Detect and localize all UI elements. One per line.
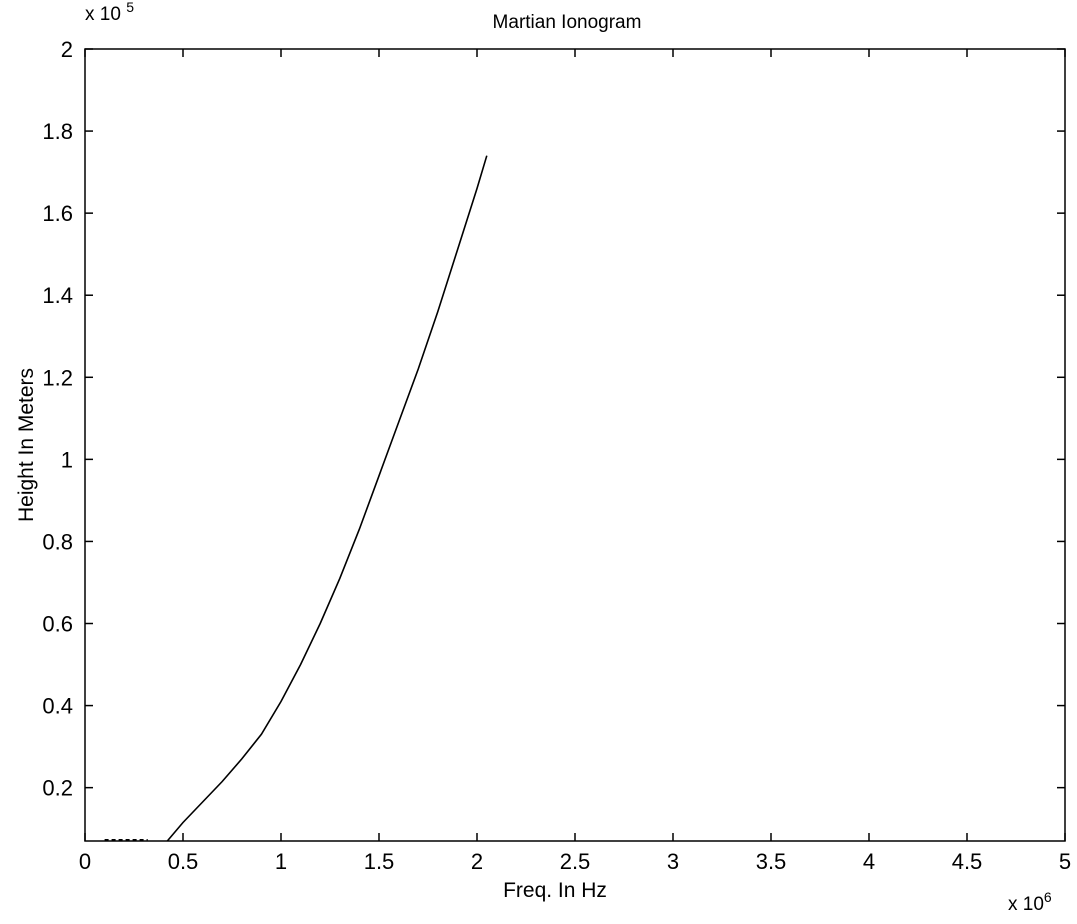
y-tick-label: 0.4 [42,694,73,719]
x-tick-label: 4 [863,849,875,874]
y-tick-label: 1 [61,447,73,472]
y-tick-label: 1.6 [42,201,73,226]
x-tick-label: 1.5 [364,849,395,874]
y-axis-title: Height In Meters [15,368,38,522]
x-tick-label: 0.5 [168,849,199,874]
plot-group: 0 0.5 1 1.5 2 2.5 3 3.5 4 4.5 5 0.2 0.4 0.6 0.8 1 1.2 1.4… [15,0,1071,915]
x-tick-label: 4.5 [952,849,983,874]
x-axis-title: Freq. In Hz [503,879,607,902]
y-tick-label: 1.8 [42,119,73,144]
y-tick-label: 0.8 [42,529,73,554]
y-tick-label: 0.2 [42,776,73,801]
y-multiplier-label: x 10 5 [85,0,134,25]
x-tick-label: 5 [1059,849,1071,874]
x-tick-label: 3.5 [756,849,787,874]
x-multiplier-label: x 106 [1008,889,1052,915]
y-tick-label: 1.2 [42,365,73,390]
x-tick-label: 2 [471,849,483,874]
y-tick-label: 0.6 [42,612,73,637]
x-tick-label: 2.5 [560,849,591,874]
x-tick-label: 0 [79,849,91,874]
ionogram-curve [166,155,488,842]
plot-frame [84,48,1066,842]
y-tick-label: 2 [61,37,73,62]
chart-title: Martian Ionogram [493,12,642,33]
x-tick-label: 1 [275,849,287,874]
y-tick-label: 1.4 [42,283,73,308]
x-tick-label: 3 [667,849,679,874]
